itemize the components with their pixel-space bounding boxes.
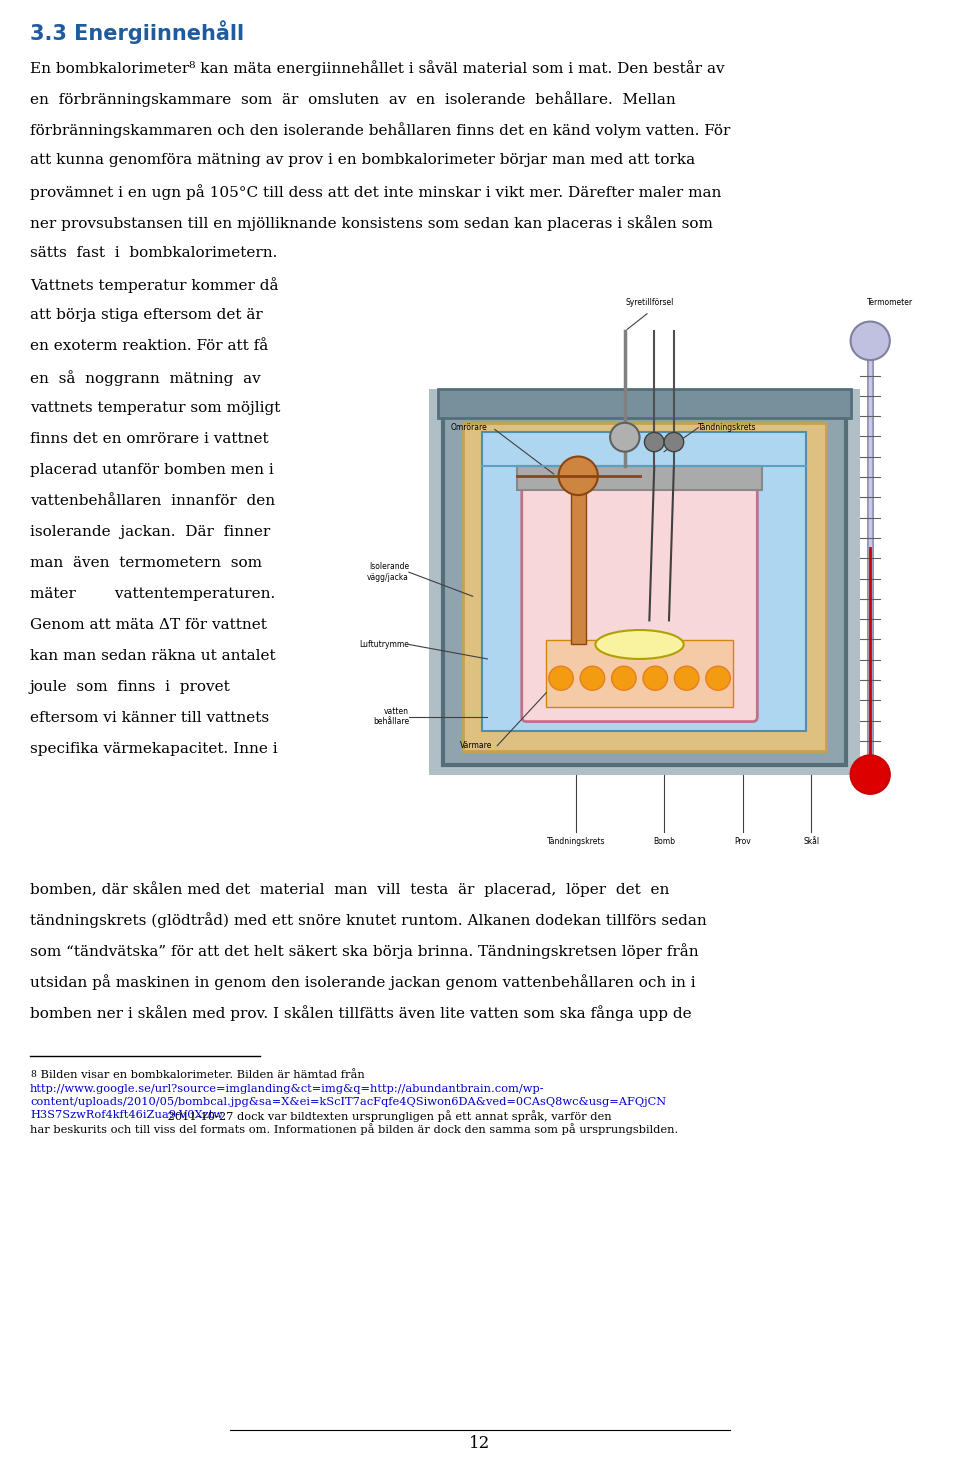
Text: bomben, där skålen med det  material  man  vill  testa  är  placerad,  löper  de: bomben, där skålen med det material man … <box>30 880 669 896</box>
Circle shape <box>674 666 699 691</box>
Circle shape <box>549 666 573 691</box>
Circle shape <box>706 666 731 691</box>
Text: utsidan på maskinen in genom den isolerande jackan genom vattenbehållaren och in: utsidan på maskinen in genom den isolera… <box>30 974 696 990</box>
Text: Isolerande
vägg/jacka: Isolerande vägg/jacka <box>367 562 409 583</box>
Circle shape <box>612 666 636 691</box>
Text: isolerande  jackan.  Där  finner: isolerande jackan. Där finner <box>30 526 271 539</box>
Text: en  så  noggrann  mätning  av: en så noggrann mätning av <box>30 369 261 385</box>
Text: Omrörare: Omrörare <box>450 423 488 432</box>
Text: att börja stiga eftersom det är: att börja stiga eftersom det är <box>30 308 263 323</box>
Text: specifika värmekapacitet. Inne i: specifika värmekapacitet. Inne i <box>30 742 277 756</box>
FancyBboxPatch shape <box>571 491 586 644</box>
Ellipse shape <box>595 631 684 658</box>
Text: Skål: Skål <box>804 837 820 847</box>
FancyBboxPatch shape <box>428 388 860 775</box>
FancyBboxPatch shape <box>521 472 757 721</box>
Text: ner provsubstansen till en mjölliknande konsistens som sedan kan placeras i skål: ner provsubstansen till en mjölliknande … <box>30 215 713 231</box>
Text: Termometer: Termometer <box>867 298 913 307</box>
Circle shape <box>664 432 684 451</box>
Text: 8: 8 <box>30 1070 36 1079</box>
Text: vattnets temperatur som möjligt: vattnets temperatur som möjligt <box>30 402 280 415</box>
Circle shape <box>643 666 667 691</box>
Circle shape <box>559 457 598 495</box>
Circle shape <box>851 321 890 361</box>
Text: H3S7SzwRof4kft46iZua9-V0Xztw: H3S7SzwRof4kft46iZua9-V0Xztw <box>30 1110 223 1120</box>
Text: En bombkalorimeter⁸ kan mäta energiinnehållet i såväl material som i mat. Den be: En bombkalorimeter⁸ kan mäta energiinneh… <box>30 60 725 76</box>
Text: placerad utanför bomben men i: placerad utanför bomben men i <box>30 463 274 477</box>
Circle shape <box>611 423 639 451</box>
Text: Vattnets temperatur kommer då: Vattnets temperatur kommer då <box>30 277 278 293</box>
Text: har beskurits och till viss del formats om. Informationen på bilden är dock den : har beskurits och till viss del formats … <box>30 1123 679 1134</box>
Text: vattenbehållaren  innanför  den: vattenbehållaren innanför den <box>30 493 276 508</box>
Text: http://www.google.se/url?source=imglanding&ct=img&q=http://abundantbrain.com/wp-: http://www.google.se/url?source=imglandi… <box>30 1083 544 1094</box>
Text: finns det en omrörare i vattnet: finns det en omrörare i vattnet <box>30 432 269 445</box>
Text: Värmare: Värmare <box>460 742 492 750</box>
FancyBboxPatch shape <box>444 403 846 765</box>
Text: eftersom vi känner till vattnets: eftersom vi känner till vattnets <box>30 711 269 726</box>
Text: Syretillförsel: Syretillförsel <box>625 298 674 307</box>
Text: 12: 12 <box>469 1435 491 1453</box>
Text: 2011-10-27 dock var bildtexten ursprungligen på ett annat språk, varför den: 2011-10-27 dock var bildtexten ursprungl… <box>164 1110 612 1121</box>
Text: Bilden visar en bombkalorimeter. Bilden är hämtad från: Bilden visar en bombkalorimeter. Bilden … <box>37 1070 365 1080</box>
Circle shape <box>644 432 664 451</box>
Text: Tändningskrets: Tändningskrets <box>546 837 605 847</box>
Text: mäter        vattentemperaturen.: mäter vattentemperaturen. <box>30 587 276 602</box>
Text: Tändningskrets: Tändningskrets <box>699 423 756 432</box>
FancyBboxPatch shape <box>439 388 851 418</box>
Text: förbränningskammaren och den isolerande behållaren finns det en känd volym vatte: förbränningskammaren och den isolerande … <box>30 123 731 137</box>
Text: content/uploads/2010/05/bombcal.jpg&sa=X&ei=kScIT7acFqfe4QSiwon6DA&ved=0CAsQ8wc&: content/uploads/2010/05/bombcal.jpg&sa=X… <box>30 1096 666 1107</box>
Text: Prov: Prov <box>734 837 751 847</box>
Circle shape <box>580 666 605 691</box>
Text: provämnet i en ugn på 105°C till dess att det inte minskar i vikt mer. Därefter : provämnet i en ugn på 105°C till dess at… <box>30 184 721 200</box>
Text: kan man sedan räkna ut antalet: kan man sedan räkna ut antalet <box>30 650 276 663</box>
Text: som “tändvätska” för att det helt säkert ska börja brinna. Tändningskretsen löpe: som “tändvätska” för att det helt säkert… <box>30 943 699 959</box>
Text: tändningskrets (glödtråd) med ett snöre knutet runtom. Alkanen dodekan tillförs : tändningskrets (glödtråd) med ett snöre … <box>30 912 707 929</box>
Text: man  även  termometern  som: man även termometern som <box>30 556 262 569</box>
Text: 3.3 Energiinnehåll: 3.3 Energiinnehåll <box>30 20 244 44</box>
Text: att kunna genomföra mätning av prov i en bombkalorimeter börjar man med att tork: att kunna genomföra mätning av prov i en… <box>30 153 695 166</box>
Text: sätts  fast  i  bombkalorimetern.: sätts fast i bombkalorimetern. <box>30 245 277 260</box>
FancyBboxPatch shape <box>483 432 806 731</box>
Text: vatten
behållare: vatten behållare <box>372 707 409 727</box>
Text: Luftutrymme: Luftutrymme <box>359 639 409 650</box>
Circle shape <box>851 755 890 794</box>
FancyBboxPatch shape <box>546 639 732 707</box>
Text: bomben ner i skålen med prov. I skålen tillfätts även lite vatten som ska fånga : bomben ner i skålen med prov. I skålen t… <box>30 1004 691 1021</box>
Text: en  förbränningskammare  som  är  omsluten  av  en  isolerande  behållare.  Mell: en förbränningskammare som är omsluten a… <box>30 91 676 107</box>
Text: Genom att mäta ΔT för vattnet: Genom att mäta ΔT för vattnet <box>30 618 267 632</box>
Text: en exoterm reaktion. För att få: en exoterm reaktion. För att få <box>30 339 268 353</box>
FancyBboxPatch shape <box>516 466 762 491</box>
FancyBboxPatch shape <box>463 423 826 750</box>
Text: joule  som  finns  i  provet: joule som finns i provet <box>30 680 230 694</box>
Text: Bomb: Bomb <box>653 837 675 847</box>
